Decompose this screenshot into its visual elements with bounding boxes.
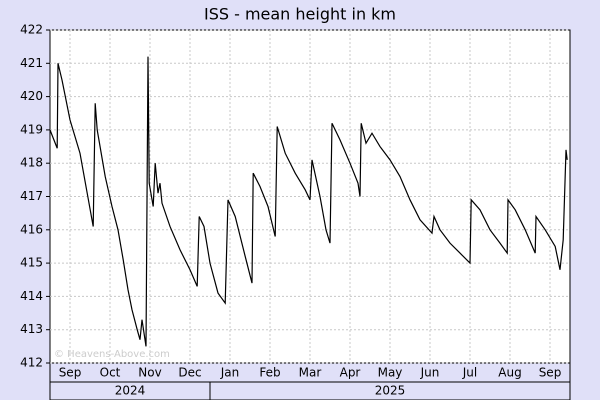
y-tick-label: 419	[20, 122, 43, 136]
x-tick-label: Aug	[498, 366, 521, 380]
watermark: © Heavens-Above.com	[54, 349, 170, 360]
y-tick-label: 422	[20, 23, 43, 37]
x-tick-label: May	[378, 366, 403, 380]
year-label: 2024	[115, 384, 146, 398]
x-tick-label: Jul	[462, 366, 477, 380]
chart-title: ISS - mean height in km	[204, 5, 396, 24]
y-tick-label: 413	[20, 322, 43, 336]
y-tick-label: 417	[20, 189, 43, 203]
x-tick-label: Jan	[220, 366, 240, 380]
y-tick-label: 415	[20, 256, 43, 270]
y-tick-label: 421	[20, 56, 43, 70]
x-tick-label: Mar	[299, 366, 322, 380]
x-tick-label: Apr	[340, 366, 361, 380]
year-label: 2025	[375, 384, 406, 398]
x-tick-label: Dec	[178, 366, 201, 380]
x-tick-label: Nov	[138, 366, 161, 380]
y-tick-label: 416	[20, 222, 43, 236]
y-tick-label: 420	[20, 89, 43, 103]
x-tick-label: Oct	[100, 366, 121, 380]
x-tick-label: Feb	[259, 366, 280, 380]
data-line	[49, 56, 568, 347]
x-tick-label: Sep	[59, 366, 82, 380]
y-tick-label: 414	[20, 289, 43, 303]
y-tick-label: 412	[20, 356, 43, 370]
x-tick-label: Sep	[539, 366, 562, 380]
x-tick-label: Jun	[420, 366, 440, 380]
y-tick-label: 418	[20, 156, 43, 170]
